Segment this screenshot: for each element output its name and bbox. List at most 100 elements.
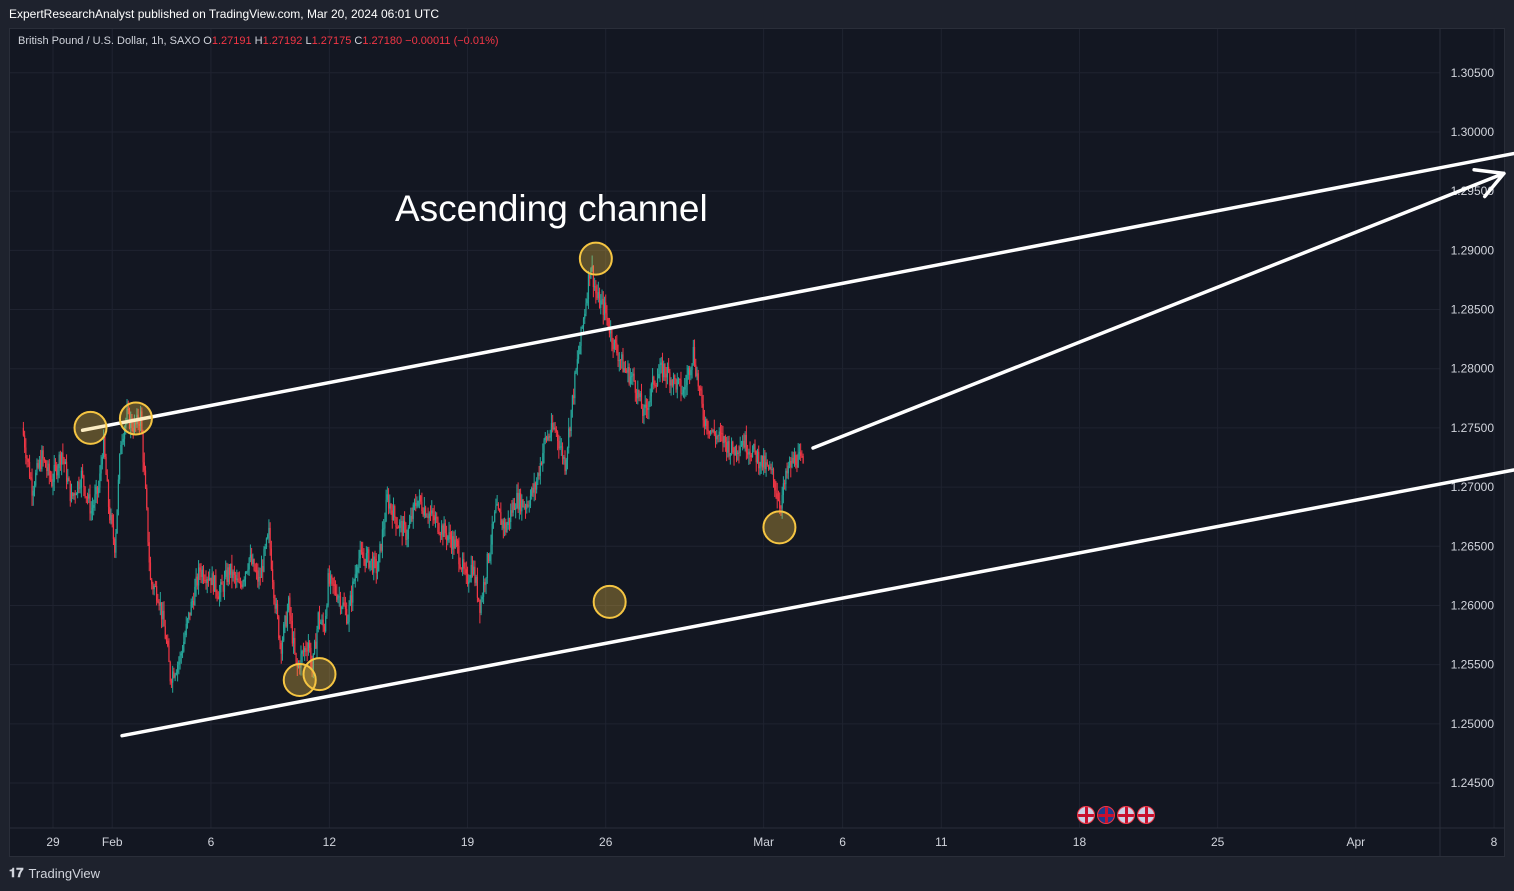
price-tick-label: 1.26500 <box>1451 539 1495 553</box>
candle-body <box>299 663 301 668</box>
candle-body <box>109 506 111 521</box>
candle-body <box>363 557 365 559</box>
candle-body <box>365 553 367 567</box>
candle-body <box>318 612 321 624</box>
candle-body <box>545 437 548 440</box>
price-tick-label: 1.30000 <box>1451 125 1495 139</box>
candle-body <box>247 569 249 572</box>
price-tick-label: 1.27000 <box>1451 480 1495 494</box>
uk-flag-icon[interactable] <box>1137 806 1155 824</box>
candle-body <box>633 373 635 381</box>
candle-body <box>223 576 226 592</box>
candle-body <box>552 423 554 430</box>
uk-flag-icon[interactable] <box>1077 806 1095 824</box>
candle-body <box>246 571 248 573</box>
candle-body <box>763 455 765 468</box>
candle-body <box>195 576 197 587</box>
candle-body <box>489 554 491 562</box>
candle-body <box>421 501 423 511</box>
candle-body <box>565 459 567 472</box>
candle-body <box>392 506 395 521</box>
candle-body <box>149 562 152 580</box>
candle-body <box>764 455 766 470</box>
candle-body <box>46 467 48 471</box>
candle-body <box>144 470 147 489</box>
low-value: 1.27175 <box>311 35 352 47</box>
candle-body <box>212 573 214 592</box>
candle-body <box>695 364 697 377</box>
candle-body <box>122 438 124 442</box>
candle-body <box>321 619 323 623</box>
candle-body <box>407 527 409 539</box>
candle-body <box>770 466 772 470</box>
candle-body <box>761 455 764 468</box>
candle-body <box>312 653 314 670</box>
candle-body <box>576 359 578 369</box>
candle-body <box>25 447 27 459</box>
candle-body <box>692 347 694 364</box>
us-flag-icon[interactable] <box>1097 806 1115 824</box>
candle-body <box>102 436 105 458</box>
candle-body <box>739 446 741 453</box>
candle-body <box>719 431 722 434</box>
candle-body <box>353 581 355 583</box>
candle-body <box>579 345 581 355</box>
candle-body <box>322 619 324 627</box>
candle-body <box>584 313 586 319</box>
candle-body <box>257 570 259 582</box>
candle-body <box>67 478 69 482</box>
candle-body <box>242 581 244 587</box>
candle-body <box>269 527 271 549</box>
candle-body <box>128 409 131 428</box>
candle-body <box>623 368 625 373</box>
candle-body <box>711 430 713 432</box>
candle-body <box>252 559 254 565</box>
candle-body <box>601 298 603 301</box>
candle-body <box>705 419 707 426</box>
candle-body <box>656 378 659 386</box>
uk-flag-icon[interactable] <box>1117 806 1135 824</box>
economic-events[interactable] <box>1077 806 1155 824</box>
candle-body <box>220 582 222 593</box>
candle-body <box>368 549 370 568</box>
candle-body <box>94 494 96 505</box>
candle-body <box>243 579 245 582</box>
candle-body <box>231 563 233 578</box>
candle-body <box>458 546 460 565</box>
candle-body <box>74 493 76 496</box>
candle-body <box>512 502 514 513</box>
candle-body <box>497 504 499 509</box>
candle-body <box>369 560 371 568</box>
candle-body <box>378 554 380 572</box>
candle-body <box>450 539 453 550</box>
open-value: 1.27191 <box>211 35 252 47</box>
candle-body <box>452 536 454 550</box>
candle-body <box>766 462 768 465</box>
candle-body <box>465 569 467 574</box>
chart-frame[interactable] <box>9 28 1505 857</box>
candle-body <box>661 362 664 378</box>
candle-body <box>35 472 37 486</box>
candle-body <box>410 515 412 523</box>
candle-body <box>142 433 144 463</box>
candle-body <box>485 577 487 585</box>
candle-body <box>513 502 516 510</box>
candle-body <box>727 441 729 453</box>
candle-body <box>387 494 390 509</box>
footer: 𝟏𝟕 TradingView <box>9 865 100 881</box>
candle-body <box>671 379 673 386</box>
touch-point-marker <box>592 584 627 619</box>
candle-body <box>767 464 770 469</box>
candle-body <box>802 456 804 464</box>
candle-body <box>415 502 417 506</box>
candle-body <box>348 605 350 622</box>
candle-body <box>427 516 429 519</box>
candle-body <box>234 574 237 580</box>
candle-body <box>300 653 302 668</box>
candle-body <box>592 265 594 288</box>
candle-body <box>626 370 628 373</box>
candle-body <box>304 648 306 652</box>
candle-body <box>801 455 803 457</box>
candle-body <box>613 339 615 350</box>
